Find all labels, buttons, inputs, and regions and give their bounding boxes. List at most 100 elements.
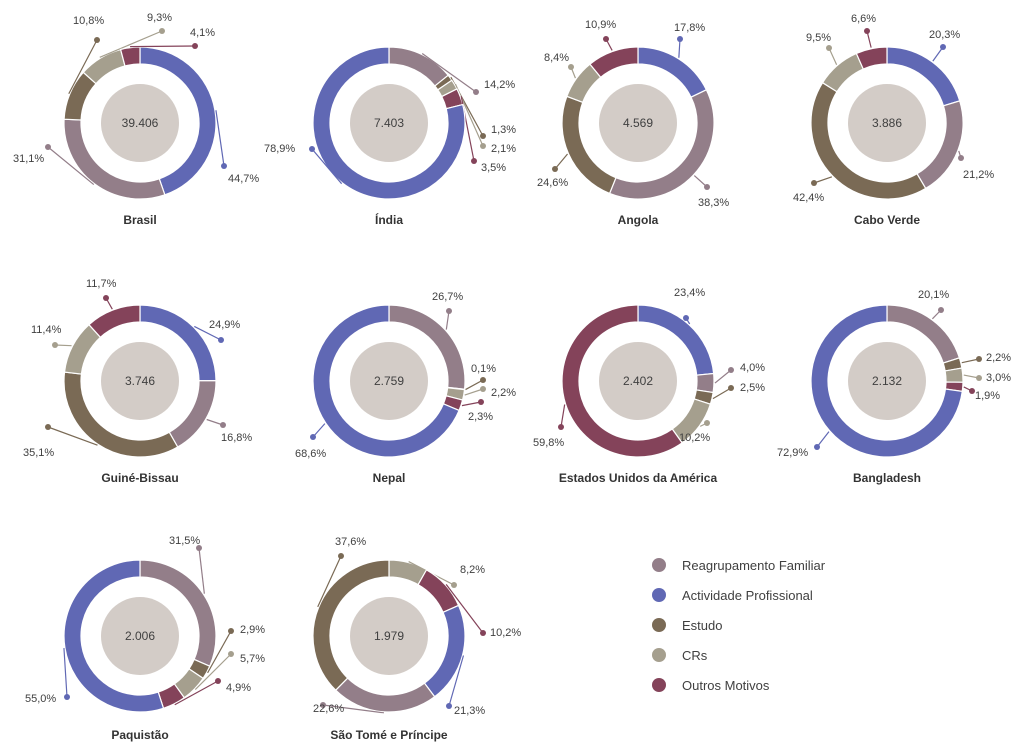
legend-swatch-actividade (652, 588, 666, 602)
data-label-outros: 6,6% (851, 13, 876, 25)
leader-dot-estudo (811, 180, 817, 186)
leader-line-actividade (215, 110, 225, 167)
slice-outros (589, 46, 639, 79)
leader-line-reagrupamento (198, 547, 205, 594)
center-total: 7.403 (374, 116, 404, 130)
data-label-crs: 3,0% (986, 372, 1011, 384)
slice-outros (119, 46, 141, 67)
slice-outros (855, 46, 888, 70)
data-label-crs: 10,2% (679, 432, 710, 444)
legend-label-estudo: Estudo (682, 618, 722, 633)
leader-line-actividade (194, 325, 222, 341)
slice-estudo (312, 559, 390, 692)
center-circle (599, 84, 677, 162)
leader-dot-crs (480, 386, 486, 392)
leader-line-estudo (813, 176, 833, 184)
leader-dot-estudo (94, 37, 100, 43)
leader-dot-estudo (228, 628, 234, 634)
country-name: Cabo Verde (854, 213, 920, 227)
leader-line-outros (130, 45, 196, 48)
country-name: Bangladesh (853, 471, 921, 485)
leader-line-reagrupamento (714, 369, 732, 384)
data-label-crs: 9,5% (806, 32, 831, 44)
data-label-outros: 10,9% (585, 19, 616, 31)
leader-dot-outros (215, 678, 221, 684)
legend-label-actividade: Actividade Profissional (682, 588, 813, 603)
donut-cabo-verde: 20,3% 21,2% 42,4% 9,5% 6,6% 3.886 Cabo Verde (793, 13, 994, 227)
leader-dot-estudo (728, 385, 734, 391)
center-total: 2.402 (623, 374, 653, 388)
leader-dot-estudo (480, 133, 486, 139)
data-label-estudo: 0,1% (471, 363, 496, 375)
leader-line-actividade (678, 38, 681, 58)
leader-line-estudo (554, 153, 568, 170)
center-total: 2.132 (872, 374, 902, 388)
data-label-reagrupamento: 21,2% (963, 169, 994, 181)
leader-dot-crs (451, 582, 457, 588)
leader-line-estudo (207, 630, 232, 674)
data-label-crs: 11,4% (31, 324, 62, 336)
data-label-outros: 2,3% (468, 411, 493, 423)
donut-paquistao: 31,5% 2,9% 5,7% 4,9% 55,0% 2.006 Paquistão (25, 535, 265, 742)
leader-dot-estudo (976, 356, 982, 362)
leader-line-outros (174, 680, 219, 706)
data-label-reagrupamento: 38,3% (698, 197, 729, 209)
data-label-actividade: 78,9% (264, 143, 295, 155)
legend-swatch-reagrupamento (652, 558, 666, 572)
data-label-reagrupamento: 4,0% (740, 362, 765, 374)
leader-line-actividade (816, 431, 830, 448)
leader-dot-outros (969, 388, 975, 394)
data-label-outros: 4,1% (190, 27, 215, 39)
leader-dot-actividade (64, 694, 70, 700)
center-circle (101, 84, 179, 162)
leader-dot-reagrupamento (728, 367, 734, 373)
donut-angola: 17,8% 38,3% 24,6% 8,4% 10,9% 4.569 Angola (537, 19, 729, 227)
leader-line-reagrupamento (445, 310, 450, 330)
leader-line-reagrupamento (322, 704, 384, 714)
leader-dot-crs (568, 64, 574, 70)
data-label-outros: 11,7% (86, 278, 117, 290)
donut-sao-tome-e-principe: 8,2% 10,2% 21,3% 22,6% 37,6% 1.979 São Tomé e … (312, 536, 521, 742)
leader-dot-reagrupamento (958, 155, 964, 161)
leader-line-outros (445, 584, 484, 634)
leader-dot-estudo (45, 424, 51, 430)
data-label-actividade: 21,3% (454, 705, 485, 717)
leader-line-crs (464, 388, 484, 396)
legend-label-reagrupamento: Reagrupamento Familiar (682, 558, 826, 573)
legend-swatch-crs (652, 648, 666, 662)
slice-crs (821, 52, 865, 93)
leader-dot-outros (864, 28, 870, 34)
leader-dot-actividade (221, 163, 227, 169)
data-label-outros: 3,5% (481, 162, 506, 174)
data-label-actividade: 72,9% (777, 447, 808, 459)
legend-label-crs: CRs (682, 648, 708, 663)
country-name: Guiné-Bissau (101, 471, 178, 485)
center-total: 2.006 (125, 629, 155, 643)
leader-line-actividade (311, 148, 343, 185)
country-name: Paquistão (111, 728, 168, 742)
leader-line-estudo (712, 387, 732, 400)
leader-dot-outros (480, 630, 486, 636)
slice-outros (88, 304, 141, 339)
data-label-crs: 5,7% (240, 653, 265, 665)
country-name: Brasil (123, 213, 156, 227)
center-total: 39.406 (122, 116, 159, 130)
leader-dot-actividade (310, 434, 316, 440)
data-label-crs: 8,2% (460, 564, 485, 576)
donut-india: 14,2% 1,3% 2,1% 3,5% 78,9% 7.403 Índia (264, 46, 516, 227)
data-label-reagrupamento: 14,2% (484, 79, 515, 91)
data-label-estudo: 2,9% (240, 624, 265, 636)
slice-reagrupamento (334, 677, 436, 713)
data-label-actividade: 24,9% (209, 319, 240, 331)
donut-guine-bissau: 24,9% 16,8% 35,1% 11,4% 11,7% 3.746 Guiné-Biss… (23, 278, 252, 485)
leader-dot-estudo (338, 553, 344, 559)
leader-dot-outros (103, 295, 109, 301)
leader-dot-actividade (218, 337, 224, 343)
data-label-outros: 4,9% (226, 682, 251, 694)
leader-line-estudo (68, 39, 98, 95)
center-circle (599, 342, 677, 420)
leader-dot-reagrupamento (473, 89, 479, 95)
center-circle (101, 342, 179, 420)
data-label-estudo: 1,3% (491, 124, 516, 136)
